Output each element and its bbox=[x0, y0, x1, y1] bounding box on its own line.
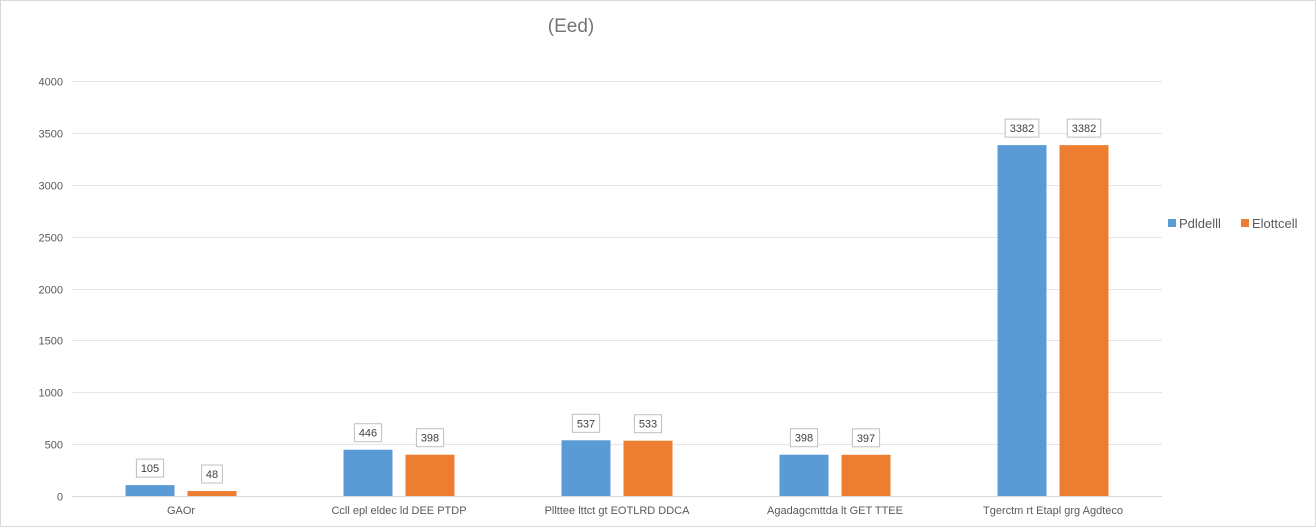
data-label-box bbox=[135, 458, 165, 478]
data-label-text: 398 bbox=[421, 433, 439, 445]
data-label-text: 105 bbox=[141, 463, 159, 475]
data-label: 537 bbox=[571, 413, 601, 433]
legend-item: Elottcell bbox=[1241, 216, 1298, 231]
data-label-box bbox=[789, 428, 819, 448]
y-tick-label: 1000 bbox=[39, 388, 63, 400]
data-label-text: 3382 bbox=[1072, 123, 1096, 135]
data-label-text: 48 bbox=[206, 469, 218, 481]
data-label-box bbox=[633, 414, 663, 434]
bar bbox=[623, 440, 673, 496]
x-category-label: Ccll epl eldec ld DEE PTDP bbox=[331, 505, 466, 517]
bar bbox=[125, 485, 175, 496]
y-tick-label: 0 bbox=[57, 492, 63, 504]
data-label-box bbox=[1066, 118, 1102, 138]
data-label: 105 bbox=[135, 458, 165, 478]
bar bbox=[405, 454, 455, 496]
chart-title: (Eed) bbox=[548, 16, 594, 37]
data-labels: 105 48 446 398 537 533 398 397 3382 3382 bbox=[135, 118, 1102, 484]
data-label-text: 397 bbox=[857, 433, 875, 445]
bar bbox=[187, 491, 237, 496]
data-label: 48 bbox=[201, 464, 223, 484]
data-label-text: 537 bbox=[577, 418, 595, 430]
data-label-box bbox=[851, 428, 881, 448]
legend-swatch bbox=[1168, 219, 1176, 227]
data-label: 397 bbox=[851, 428, 881, 448]
y-tick-label: 500 bbox=[45, 440, 63, 452]
data-label: 398 bbox=[415, 428, 445, 448]
bars bbox=[125, 145, 1109, 496]
gridlines bbox=[72, 81, 1162, 497]
x-axis: GAOr Ccll epl eldec ld DEE PTDP Pllttee lt… bbox=[167, 505, 1123, 517]
legend: Pdldelll Elottcell bbox=[1168, 216, 1298, 231]
legend-label: Elottcell bbox=[1252, 216, 1298, 231]
y-tick-label: 4000 bbox=[39, 77, 63, 89]
y-tick-label: 1500 bbox=[39, 336, 63, 348]
bar bbox=[561, 440, 611, 496]
bar bbox=[1059, 145, 1109, 496]
data-label: 446 bbox=[353, 423, 383, 443]
x-category-label: Pllttee lttct gt EOTLRD DDCA bbox=[545, 505, 691, 517]
legend-label: Pdldelll bbox=[1179, 216, 1221, 231]
y-tick-label: 2500 bbox=[39, 233, 63, 245]
data-label: 398 bbox=[789, 428, 819, 448]
data-label: 3382 bbox=[1066, 118, 1102, 138]
data-label-box bbox=[353, 423, 383, 443]
data-label-text: 533 bbox=[639, 419, 657, 431]
bar bbox=[343, 449, 393, 496]
data-label-text: 446 bbox=[359, 428, 377, 440]
data-label: 533 bbox=[633, 414, 663, 434]
legend-swatch bbox=[1241, 219, 1249, 227]
data-label-box bbox=[201, 464, 223, 484]
bar bbox=[997, 145, 1047, 496]
legend-item: Pdldelll bbox=[1168, 216, 1221, 231]
y-tick-label: 2000 bbox=[39, 285, 63, 297]
data-label-box bbox=[1004, 118, 1040, 138]
data-label-box bbox=[571, 413, 601, 433]
bar bbox=[779, 454, 829, 496]
y-tick-label: 3500 bbox=[39, 129, 63, 141]
bar bbox=[841, 454, 891, 496]
y-tick-label: 3000 bbox=[39, 181, 63, 193]
data-label-box bbox=[415, 428, 445, 448]
x-category-label: GAOr bbox=[167, 505, 195, 517]
x-category-label: Tgerctm rt Etapl grg Agdteco bbox=[983, 505, 1123, 517]
x-category-label: Agadagcmttda lt GET TTEE bbox=[767, 505, 903, 517]
data-label-text: 398 bbox=[795, 433, 813, 445]
y-axis: 0 500 1000 1500 2000 2500 3000 3500 4000 bbox=[39, 77, 63, 504]
data-label-text: 3382 bbox=[1010, 123, 1034, 135]
data-label: 3382 bbox=[1004, 118, 1040, 138]
